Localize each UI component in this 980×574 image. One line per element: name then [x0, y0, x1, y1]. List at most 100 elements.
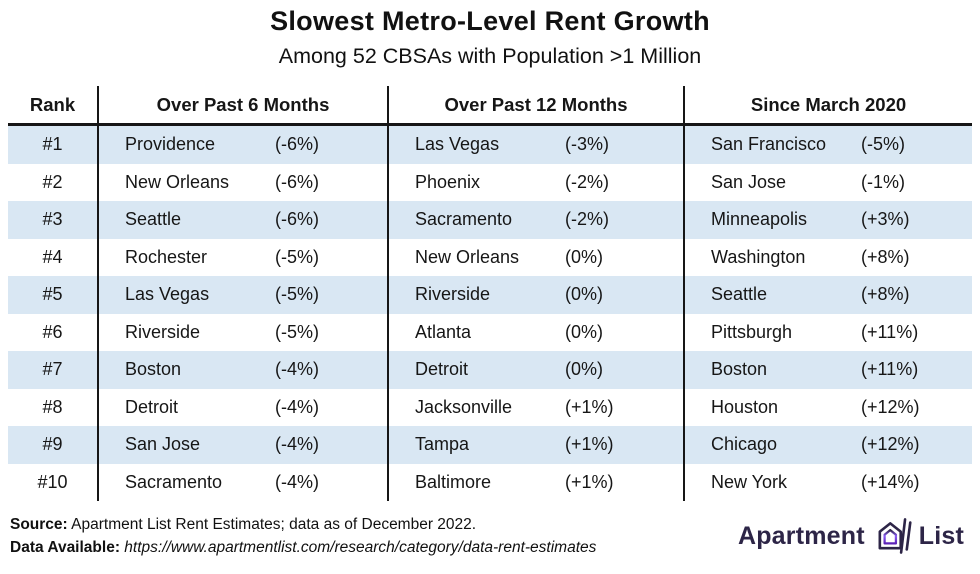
city-name: Sacramento — [125, 471, 223, 492]
six-month-cell: Providence (-6%) — [97, 126, 387, 164]
six-month-cell: Sacramento (-4%) — [97, 463, 387, 501]
twelve-month-cell: Tampa (+1%) — [387, 426, 683, 464]
table-row: #7 Boston (-4%) Detroit (0%) Boston (+11%) — [8, 351, 972, 389]
city-name: Jacksonville — [415, 396, 513, 417]
city-name: Minneapolis — [711, 209, 808, 230]
source-text: Apartment List Rent Estimates; data as o… — [67, 516, 477, 533]
rank-cell: #10 — [37, 471, 68, 492]
city-name: Boston — [711, 359, 768, 380]
table-row: #8 Detroit (-4%) Jacksonville (+1%) Houston (+… — [8, 388, 972, 426]
pct-value: (+1%) — [565, 434, 614, 455]
city-name: San Jose — [125, 434, 201, 455]
six-month-cell: Las Vegas (-5%) — [97, 276, 387, 314]
pct-value: (+11%) — [861, 321, 919, 342]
rank-cell: #5 — [42, 284, 63, 305]
since-march-2020-cell: San Jose (-1%) — [683, 163, 972, 201]
twelve-month-cell: Sacramento (-2%) — [387, 201, 683, 239]
six-month-cell: Riverside (-5%) — [97, 313, 387, 351]
since-march-2020-cell: Seattle (+8%) — [683, 276, 972, 314]
since-march-2020-cell: Minneapolis (+3%) — [683, 201, 972, 239]
city-name: New Orleans — [125, 171, 230, 192]
table-body: #1 Providence (-6%) Las Vegas (-3%) San Franc… — [8, 126, 972, 501]
table-row: #10 Sacramento (-4%) Baltimore (+1%) New York… — [8, 463, 972, 501]
six-month-cell: Rochester (-5%) — [97, 238, 387, 276]
table-row: #4 Rochester (-5%) New Orleans (0%) Washingto… — [8, 238, 972, 276]
data-available-label: Data Available: — [10, 539, 120, 556]
city-name: New York — [711, 471, 788, 492]
city-name: Riverside — [415, 284, 491, 305]
pct-value: (0%) — [565, 284, 604, 305]
city-name: Riverside — [125, 321, 201, 342]
source-notes: Source: Apartment List Rent Estimates; d… — [10, 513, 596, 559]
city-name: Pittsburgh — [711, 321, 793, 342]
rank-cell: #6 — [42, 321, 63, 342]
city-name: Seattle — [711, 284, 768, 305]
pct-value: (-5%) — [275, 321, 319, 342]
pct-value: (+1%) — [565, 396, 614, 417]
city-name: Washington — [711, 246, 806, 267]
pct-value: (-5%) — [275, 246, 319, 267]
since-march-2020-cell: Washington (+8%) — [683, 238, 972, 276]
city-name: Boston — [125, 359, 182, 380]
city-name: Providence — [125, 134, 216, 155]
rank-cell: #9 — [42, 434, 63, 455]
column-header-rank: Rank — [29, 93, 76, 115]
table-row: #6 Riverside (-5%) Atlanta (0%) Pittsburgh (+1… — [8, 313, 972, 351]
pct-value: (-6%) — [275, 209, 319, 230]
pct-value: (+12%) — [861, 396, 920, 417]
logo-word-apartment: Apartment — [737, 521, 865, 550]
twelve-month-cell: Phoenix (-2%) — [387, 163, 683, 201]
column-header-since-march-2020: Since March 2020 — [683, 86, 972, 123]
pct-value: (-4%) — [275, 471, 319, 492]
since-march-2020-cell: San Francisco (-5%) — [683, 126, 972, 164]
rent-growth-table: Rank Over Past 6 Months Over Past 12 Mon… — [8, 86, 972, 501]
data-available-line: Data Available: https://www.apartmentlis… — [10, 536, 596, 559]
table-row: #2 New Orleans (-6%) Phoenix (-2%) San Jose (-… — [8, 163, 972, 201]
pct-value: (+1%) — [565, 471, 614, 492]
page-title: Slowest Metro-Level Rent Growth — [270, 6, 710, 36]
pct-value: (-6%) — [275, 134, 319, 155]
city-name: San Francisco — [711, 134, 827, 155]
city-name: Seattle — [125, 209, 182, 230]
table-row: #1 Providence (-6%) Las Vegas (-3%) San Franc… — [8, 126, 972, 164]
twelve-month-cell: New Orleans (0%) — [387, 238, 683, 276]
city-name: Rochester — [125, 246, 208, 267]
pct-value: (-4%) — [275, 396, 319, 417]
city-name: Atlanta — [415, 321, 472, 342]
since-march-2020-cell: Houston (+12%) — [683, 388, 972, 426]
apartment-list-house-icon — [878, 518, 912, 554]
twelve-month-cell: Jacksonville (+1%) — [387, 388, 683, 426]
pct-value: (+14%) — [861, 471, 920, 492]
page-subtitle: Among 52 CBSAs with Population >1 Millio… — [278, 44, 702, 68]
pct-value: (-2%) — [565, 209, 609, 230]
city-name: Detroit — [415, 359, 469, 380]
city-name: Sacramento — [415, 209, 513, 230]
since-march-2020-cell: New York (+14%) — [683, 463, 972, 501]
pct-value: (-3%) — [565, 134, 609, 155]
pct-value: (-1%) — [861, 171, 905, 192]
twelve-month-cell: Las Vegas (-3%) — [387, 126, 683, 164]
logo-word-list: List — [918, 521, 964, 550]
pct-value: (+8%) — [861, 246, 910, 267]
pct-value: (-6%) — [275, 171, 319, 192]
rank-cell: #3 — [42, 209, 63, 230]
city-name: Houston — [711, 396, 779, 417]
table-row: #9 San Jose (-4%) Tampa (+1%) Chicago (+12%) — [8, 426, 972, 464]
rank-cell: #1 — [42, 134, 63, 155]
six-month-cell: San Jose (-4%) — [97, 426, 387, 464]
pct-value: (+3%) — [861, 209, 910, 230]
pct-value: (0%) — [565, 321, 604, 342]
pct-value: (-5%) — [861, 134, 905, 155]
twelve-month-cell: Detroit (0%) — [387, 351, 683, 389]
city-name: Baltimore — [415, 471, 492, 492]
rank-cell: #8 — [42, 396, 63, 417]
six-month-cell: New Orleans (-6%) — [97, 163, 387, 201]
pct-value: (-2%) — [565, 171, 609, 192]
pct-value: (0%) — [565, 359, 604, 380]
table-row: #5 Las Vegas (-5%) Riverside (0%) Seattle (+8%… — [8, 276, 972, 314]
pct-value: (-4%) — [275, 359, 319, 380]
since-march-2020-cell: Pittsburgh (+11%) — [683, 313, 972, 351]
pct-value: (+11%) — [861, 359, 919, 380]
city-name: New Orleans — [415, 246, 520, 267]
